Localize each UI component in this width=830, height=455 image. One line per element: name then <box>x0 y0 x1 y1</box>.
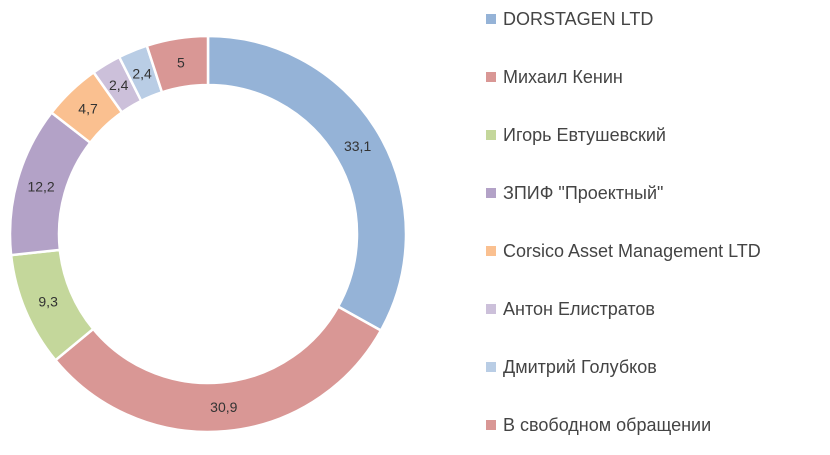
legend-label: Антон Елистратов <box>503 298 655 319</box>
donut-slice <box>206 34 408 333</box>
legend-item: Дмитрий Голубков <box>486 352 657 382</box>
legend-swatch <box>486 246 496 256</box>
slice-data-label: 9,3 <box>38 293 58 309</box>
slice-data-label: 5 <box>177 55 185 71</box>
donut-chart-svg: 33,1 30,9 9,3 12,2 4,7 2,42,4 5 <box>8 34 408 434</box>
slice-data-label: 12,2 <box>27 179 54 195</box>
legend-swatch <box>486 130 496 140</box>
legend-item: Михаил Кенин <box>486 62 623 92</box>
legend-swatch <box>486 304 496 314</box>
legend-label: Игорь Евтушевский <box>503 124 666 145</box>
slice-data-label: 4,7 <box>78 101 98 117</box>
legend-label: В свободном обращении <box>503 414 712 435</box>
legend-label: Corsico Asset Management LTD <box>503 240 761 261</box>
legend-item: Антон Елистратов <box>486 294 655 324</box>
legend-item: Corsico Asset Management LTD <box>486 236 761 266</box>
legend-label: Дмитрий Голубков <box>503 356 657 377</box>
legend-label: Михаил Кенин <box>503 66 623 87</box>
legend-item: ЗПИФ "Проектный" <box>486 178 663 208</box>
slice-data-label: 30,9 <box>210 399 237 415</box>
slice-data-label: 2,4 <box>109 77 129 93</box>
legend-label: DORSTAGEN LTD <box>503 8 654 29</box>
slice-data-label: 33,1 <box>344 138 371 154</box>
legend-item: DORSTAGEN LTD <box>486 4 653 34</box>
legend-item: Игорь Евтушевский <box>486 120 666 150</box>
legend-swatch <box>486 14 496 24</box>
legend-swatch <box>486 188 496 198</box>
legend-swatch <box>486 420 496 430</box>
slice-data-label: 2,4 <box>132 65 152 81</box>
legend-label: ЗПИФ "Проектный" <box>503 182 664 203</box>
legend-item: В свободном обращении <box>486 410 711 440</box>
legend-swatch <box>486 362 496 372</box>
donut-slice <box>145 34 210 94</box>
legend-swatch <box>486 72 496 82</box>
donut-chart: 33,1 30,9 9,3 12,2 4,7 2,4 2,4 5 <box>8 34 408 434</box>
